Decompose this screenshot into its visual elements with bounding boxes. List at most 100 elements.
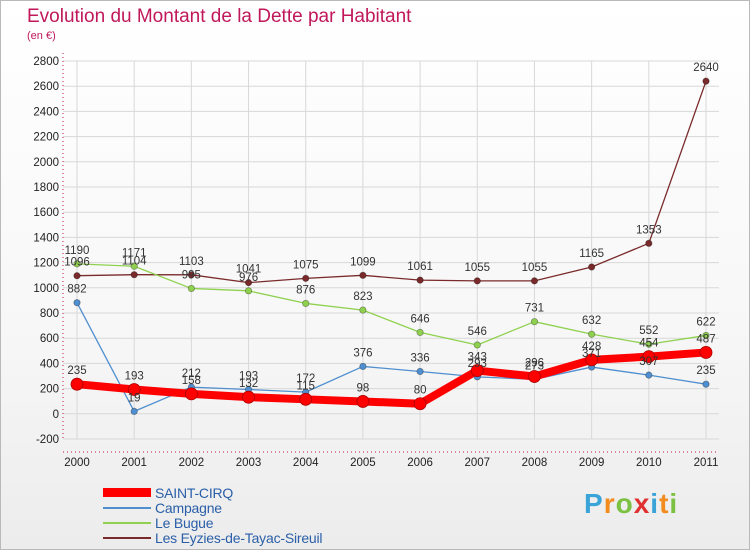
data-point (702, 380, 710, 388)
data-label: 1353 (636, 224, 662, 236)
data-label: 115 (297, 380, 315, 392)
legend-label-le-bugue: Le Bugue (155, 515, 214, 531)
y-tick-label: 2000 (33, 157, 59, 169)
data-label: 1104 (122, 256, 147, 268)
data-label: 1075 (293, 259, 319, 271)
data-label: 235 (696, 365, 715, 377)
logo-letter: i (650, 488, 660, 519)
grid-lines (63, 60, 719, 440)
data-point (530, 277, 539, 285)
data-point (359, 306, 367, 314)
data-point (130, 271, 138, 279)
logo-letter: r (603, 488, 616, 519)
data-label: 1171 (122, 247, 147, 259)
x-tick-label: 2000 (64, 457, 90, 469)
data-point (702, 77, 710, 85)
data-point (73, 260, 81, 268)
series-line-3 (76, 80, 707, 284)
data-point (359, 362, 367, 371)
data-point (356, 395, 370, 408)
data-label: 273 (525, 360, 544, 372)
data-point (585, 353, 599, 367)
data-point (642, 350, 656, 363)
data-label: 632 (582, 315, 601, 327)
data-point (244, 279, 253, 287)
logo-letter: x (633, 488, 651, 519)
y-tick-label: 1200 (33, 258, 59, 270)
data-label: 823 (353, 291, 372, 303)
data-point (416, 367, 424, 376)
data-point (413, 397, 427, 411)
data-point (130, 407, 138, 416)
data-label: 487 (696, 333, 715, 345)
legend-label-les-eyzies: Les Eyzies-de-Tayac-Sireuil (155, 530, 323, 546)
data-label: 336 (410, 352, 429, 364)
series-line-0 (73, 348, 710, 408)
data-label: 1099 (350, 256, 376, 268)
data-label: 293 (468, 358, 487, 370)
x-tick-label: 2005 (350, 457, 376, 469)
data-label: 876 (296, 284, 315, 296)
data-point (645, 340, 653, 348)
legend-swatch-le-bugue (103, 522, 151, 524)
data-point (416, 328, 424, 337)
data-label: 1061 (407, 261, 433, 273)
data-label: 343 (468, 352, 487, 364)
data-point (302, 274, 310, 282)
data-label: 976 (239, 272, 258, 284)
chart-title: Evolution du Montant de la Dette par Hab… (27, 6, 412, 27)
data-point (127, 383, 141, 396)
data-point (416, 276, 424, 284)
data-point (473, 277, 481, 285)
data-label: 454 (639, 338, 659, 350)
data-point (359, 271, 367, 279)
legend-label-campagne: Campagne (155, 500, 222, 516)
data-label: 98 (357, 382, 370, 394)
logo-letter: o (615, 488, 634, 519)
legend-swatch-les-eyzies (103, 537, 151, 539)
y-tick-label: 2600 (33, 81, 59, 93)
data-point (299, 392, 313, 406)
x-tick-label: 2011 (694, 457, 719, 469)
x-tick-label: 2006 (407, 457, 433, 469)
data-label: 193 (125, 370, 144, 382)
data-label: 428 (582, 341, 601, 353)
data-label: 1096 (64, 257, 90, 269)
y-tick-label: 1000 (33, 283, 59, 295)
data-point (130, 262, 138, 270)
y-tick-label: 1400 (33, 232, 59, 244)
data-point (187, 271, 195, 279)
data-point (473, 341, 481, 349)
data-label: 1055 (464, 262, 490, 274)
data-label: 1190 (65, 245, 90, 257)
legend-swatch-saint-cirq (103, 488, 151, 497)
data-point (645, 371, 653, 379)
x-tick-label: 2009 (579, 457, 605, 469)
y-tick-label: 600 (40, 333, 59, 345)
data-label: 19 (128, 392, 141, 404)
data-point (73, 299, 81, 307)
axes: -200 0 200 400 600 800 1000 1200 1400 1600 1800 200… (33, 53, 719, 469)
y-tick-label: 400 (40, 358, 59, 370)
x-tick-label: 2001 (121, 457, 147, 469)
data-label: 546 (468, 326, 487, 338)
data-point (302, 299, 310, 308)
y-tick-label: 1800 (33, 182, 59, 194)
data-label: 193 (239, 370, 258, 382)
proxiti-logo: Proxiti (584, 488, 678, 520)
x-tick-label: 2004 (293, 457, 319, 469)
data-point (70, 377, 84, 391)
y-tick-label: 800 (40, 308, 59, 320)
data-point (645, 239, 653, 247)
data-label: 552 (639, 325, 658, 337)
data-label: 132 (239, 378, 258, 390)
data-point (242, 390, 255, 404)
data-point (528, 370, 541, 383)
data-label: 1055 (522, 262, 548, 274)
data-label: 622 (696, 316, 715, 328)
y-tick-label: 1600 (33, 207, 59, 219)
data-point (588, 263, 596, 271)
data-label: 371 (582, 348, 601, 360)
